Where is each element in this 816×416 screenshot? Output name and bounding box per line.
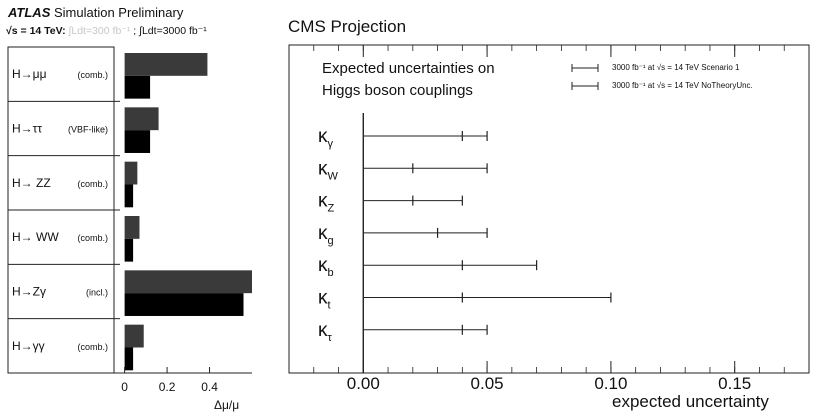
atlas-bar — [124, 270, 252, 294]
cms-x-tick-label: 0.00 — [347, 374, 380, 393]
cms-title: CMS Projection — [288, 17, 407, 36]
atlas-channel-note: (VBF-like) — [68, 125, 108, 135]
atlas-channel-label: H→Zγ — [12, 285, 46, 299]
cms-kappa-label: κτ — [318, 320, 333, 344]
atlas-title-rest: Simulation Preliminary — [54, 5, 184, 20]
atlas-bar — [124, 347, 134, 371]
atlas-channel-label: H→μμ — [12, 67, 47, 81]
atlas-x-tick-label: 0 — [121, 380, 128, 394]
atlas-channel-note: (comb.) — [77, 179, 108, 189]
atlas-channel-note: (incl.) — [86, 288, 108, 298]
atlas-bar — [124, 293, 244, 316]
cms-kappa-label: κγ — [318, 126, 334, 150]
cms-annotation-line1: Expected uncertainties on — [322, 60, 495, 77]
atlas-bar — [124, 130, 151, 153]
cms-x-tick-label: 0.15 — [718, 374, 751, 393]
cms-kappa-label: κt — [318, 288, 331, 312]
cms-legend-label-0: 3000 fb⁻¹ at √s = 14 TeV Scenario 1 — [612, 63, 740, 72]
atlas-bar — [124, 53, 208, 76]
cms-xlabel: expected uncertainty — [612, 392, 769, 411]
atlas-subtitle-faded: ∫Ldt=300 fb⁻¹ — [68, 25, 131, 37]
atlas-bar — [124, 161, 138, 185]
atlas-bar — [124, 216, 140, 239]
atlas-bar — [124, 238, 134, 262]
cms-kappa-subscript: τ — [328, 332, 333, 344]
cms-kappa-label: κg — [318, 223, 334, 247]
atlas-channel-label: H→ ZZ — [12, 176, 51, 190]
atlas-channel-label: H→ττ — [12, 122, 42, 136]
atlas-channel-label: H→ WW — [12, 230, 59, 244]
atlas-x-tick-label: 0.4 — [201, 380, 218, 394]
atlas-xlabel: Δμ/μ — [214, 398, 240, 412]
atlas-bar — [124, 107, 159, 131]
cms-kappa-subscript: b — [328, 267, 334, 279]
atlas-subtitle: √s = 14 TeV: ∫Ldt=300 fb⁻¹ ; ∫Ldt=3000 f… — [6, 25, 207, 37]
atlas-title-bold: ATLAS — [8, 5, 51, 20]
atlas-bar — [124, 75, 151, 99]
atlas-channel-note: (comb.) — [77, 233, 108, 243]
atlas-channel-note: (comb.) — [77, 70, 108, 80]
cms-kappa-label: κb — [318, 255, 334, 279]
cms-x-tick-label: 0.05 — [471, 374, 504, 393]
atlas-bar — [124, 184, 134, 208]
atlas-x-tick-label: 0.2 — [159, 380, 176, 394]
cms-kappa-subscript: t — [328, 300, 331, 312]
atlas-subtitle-energy: √s = 14 TeV: — [6, 25, 66, 37]
atlas-bar — [124, 324, 144, 348]
cms-legend-label-1: 3000 fb⁻¹ at √s = 14 TeV NoTheoryUnc. — [612, 81, 753, 90]
cms-kappa-subscript: γ — [328, 138, 334, 150]
cms-plot-frame — [288, 44, 810, 374]
atlas-title: ATLAS Simulation Preliminary — [8, 5, 183, 20]
atlas-channel-label: H→γγ — [12, 339, 45, 353]
cms-kappa-subscript: Z — [328, 203, 335, 215]
atlas-channel-note: (comb.) — [77, 342, 108, 352]
cms-kappa-subscript: W — [328, 170, 339, 182]
atlas-subtitle-sep: ; — [133, 25, 137, 37]
cms-x-tick-label: 0.10 — [594, 374, 627, 393]
cms-kappa-label: κW — [318, 158, 339, 182]
cms-kappa-label: κZ — [318, 191, 335, 215]
cms-annotation-line2: Higgs boson couplings — [322, 82, 473, 99]
atlas-subtitle-lumi: ∫Ldt=3000 fb⁻¹ — [139, 25, 207, 37]
cms-kappa-subscript: g — [328, 235, 334, 247]
